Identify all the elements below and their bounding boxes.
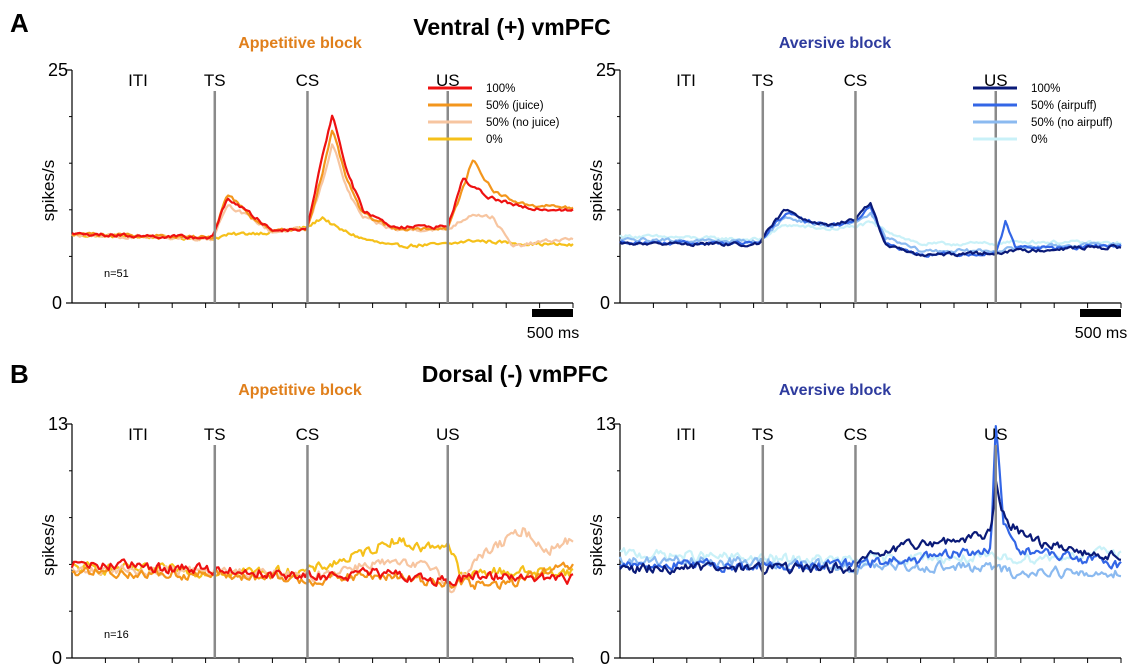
scale-bar (1080, 309, 1121, 317)
y-tick-label-max: 13 (48, 414, 68, 434)
y-tick-label-max: 25 (596, 60, 616, 80)
row-b-letter: B (10, 359, 29, 389)
y-tick-label-max: 25 (48, 60, 68, 80)
legend-label: 100% (486, 83, 515, 95)
event-label: US (436, 425, 460, 444)
event-label: TS (204, 71, 226, 90)
legend-label: 50% (no juice) (486, 117, 560, 129)
y-tick-label-min: 0 (52, 648, 62, 667)
event-label: CS (844, 71, 868, 90)
n-label: n=51 (104, 268, 129, 280)
block-title: Appetitive block (238, 35, 362, 52)
y-axis-label: spikes/s (587, 160, 606, 221)
event-label: TS (752, 71, 774, 90)
legend-label: 50% (juice) (486, 100, 544, 112)
row-b-title: Dorsal (-) vmPFC (422, 361, 609, 387)
event-label: ITI (676, 71, 696, 90)
legend-label: 50% (no airpuff) (1031, 117, 1113, 129)
block-title: Appetitive block (238, 382, 362, 399)
y-axis-label: spikes/s (39, 514, 58, 575)
y-tick-label-min: 0 (600, 293, 610, 313)
event-label: TS (752, 425, 774, 444)
legend-label: 0% (1031, 134, 1048, 146)
event-label: CS (296, 425, 320, 444)
n-label: n=16 (104, 629, 129, 641)
row-a-title: Ventral (+) vmPFC (413, 14, 610, 40)
legend-label: 0% (486, 134, 503, 146)
legend-label: 100% (1031, 83, 1060, 95)
event-label: CS (844, 425, 868, 444)
panel-b-aversive: Aversive block 0 13 spikes/s ITI TS CS US (587, 382, 1121, 667)
y-tick-label-min: 0 (52, 293, 62, 313)
scale-bar-label: 500 ms (1075, 325, 1127, 342)
row-a-letter: A (10, 8, 29, 38)
scale-bar (532, 309, 573, 317)
event-label: US (984, 425, 1008, 444)
y-tick-label-max: 13 (596, 414, 616, 434)
y-tick-label-min: 0 (600, 648, 610, 667)
panel-b-appetitive: Appetitive block 0 13 spikes/s ITI TS CS US n=16 (39, 382, 573, 667)
y-axis-label: spikes/s (587, 514, 606, 575)
y-axis-label: spikes/s (39, 160, 58, 221)
block-title: Aversive block (779, 382, 891, 399)
legend-label: 50% (airpuff) (1031, 100, 1097, 112)
event-label: ITI (676, 425, 696, 444)
series-line (72, 217, 573, 248)
block-title: Aversive block (779, 35, 891, 52)
event-label: TS (204, 425, 226, 444)
event-label: CS (296, 71, 320, 90)
event-label: ITI (128, 71, 148, 90)
scale-bar-label: 500 ms (527, 325, 579, 342)
event-label: ITI (128, 425, 148, 444)
